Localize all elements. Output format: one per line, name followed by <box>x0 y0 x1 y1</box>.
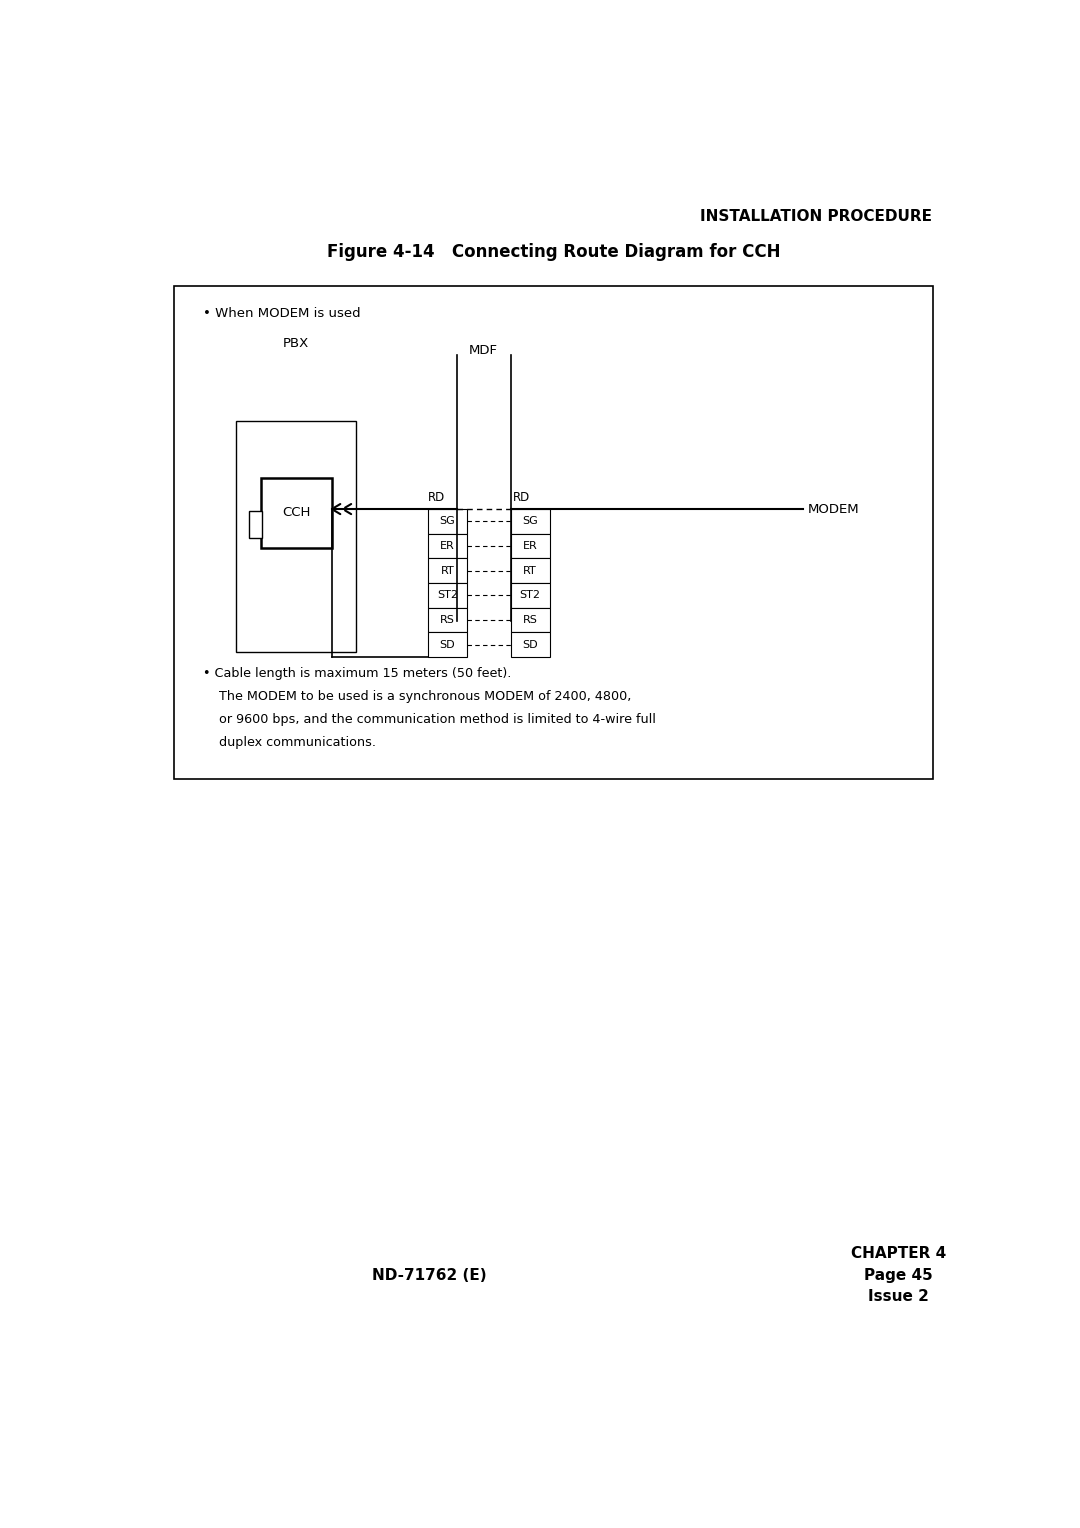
Text: duplex communications.: duplex communications. <box>218 736 376 749</box>
Bar <box>235 420 356 651</box>
Text: PBX: PBX <box>283 338 309 350</box>
Bar <box>428 533 467 558</box>
Text: Page 45: Page 45 <box>864 1268 933 1282</box>
Text: CHAPTER 4: CHAPTER 4 <box>851 1247 946 1261</box>
Bar <box>428 608 467 633</box>
Bar <box>511 584 550 608</box>
Text: Issue 2: Issue 2 <box>868 1290 929 1305</box>
Text: The MODEM to be used is a synchronous MODEM of 2400, 4800,: The MODEM to be used is a synchronous MO… <box>218 691 631 703</box>
Text: • When MODEM is used: • When MODEM is used <box>203 307 361 319</box>
Text: RD: RD <box>428 492 445 504</box>
Text: ND-71762 (E): ND-71762 (E) <box>373 1268 487 1282</box>
Text: CCH: CCH <box>282 506 310 520</box>
Bar <box>511 633 550 657</box>
Bar <box>428 558 467 584</box>
Text: SD: SD <box>440 640 455 649</box>
Text: RT: RT <box>441 565 455 576</box>
Text: or 9600 bps, and the communication method is limited to 4-wire full: or 9600 bps, and the communication metho… <box>218 714 656 726</box>
Text: ER: ER <box>523 541 538 552</box>
Text: INSTALLATION PROCEDURE: INSTALLATION PROCEDURE <box>700 209 932 223</box>
Bar <box>428 584 467 608</box>
Text: RT: RT <box>524 565 537 576</box>
Text: RS: RS <box>440 614 455 625</box>
Text: • Cable length is maximum 15 meters (50 feet).: • Cable length is maximum 15 meters (50 … <box>203 666 512 680</box>
Text: MDF: MDF <box>469 344 498 356</box>
Bar <box>428 633 467 657</box>
Text: ST2: ST2 <box>436 590 458 601</box>
Text: MODEM: MODEM <box>808 503 860 515</box>
Text: ER: ER <box>440 541 455 552</box>
Text: SD: SD <box>523 640 538 649</box>
Text: ST2: ST2 <box>519 590 541 601</box>
Text: RD: RD <box>513 492 530 504</box>
Text: SG: SG <box>440 516 455 526</box>
Bar <box>428 509 467 533</box>
Bar <box>260 478 332 547</box>
Bar <box>511 509 550 533</box>
Bar <box>511 608 550 633</box>
Text: SG: SG <box>523 516 538 526</box>
Text: RS: RS <box>523 614 538 625</box>
Bar <box>248 510 262 538</box>
Bar <box>174 286 933 779</box>
Bar <box>511 533 550 558</box>
Bar <box>511 558 550 584</box>
Text: Figure 4-14   Connecting Route Diagram for CCH: Figure 4-14 Connecting Route Diagram for… <box>327 243 780 261</box>
